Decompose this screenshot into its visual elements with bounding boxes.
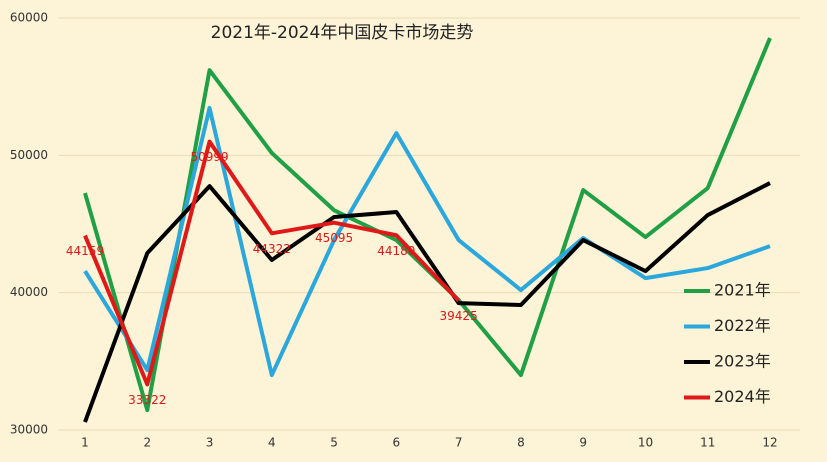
data-label: 50999: [190, 150, 228, 164]
x-tick-label: 1: [81, 436, 89, 450]
data-label: 39425: [440, 309, 478, 323]
x-tick-label: 10: [638, 436, 653, 450]
y-tick-label: 60000: [10, 11, 48, 25]
y-tick-label: 30000: [10, 423, 48, 437]
data-label: 44159: [66, 244, 104, 258]
x-tick-label: 2: [143, 436, 151, 450]
legend-label: 2021年: [714, 281, 771, 300]
legend-label: 2022年: [714, 316, 771, 335]
data-label: 44322: [253, 242, 291, 256]
x-tick-label: 11: [700, 436, 715, 450]
data-label: 33322: [128, 393, 166, 407]
x-tick-label: 8: [517, 436, 525, 450]
x-tick-label: 6: [393, 436, 401, 450]
series-line: [83, 181, 771, 423]
y-tick-label: 50000: [10, 148, 48, 162]
x-tick-label: 5: [330, 436, 338, 450]
series-line: [83, 139, 461, 387]
chart-title: 2021年-2024年中国皮卡市场走势: [211, 23, 474, 43]
x-tick-label: 12: [762, 436, 777, 450]
y-tick-label: 40000: [10, 285, 48, 299]
x-tick-label: 4: [268, 436, 276, 450]
legend-label: 2023年: [714, 352, 771, 371]
data-label: 44180: [377, 244, 415, 258]
x-tick-label: 9: [579, 436, 587, 450]
x-tick-label: 7: [455, 436, 463, 450]
x-tick-label: 3: [206, 436, 214, 450]
legend-label: 2024年: [714, 387, 771, 406]
data-label: 45095: [315, 231, 353, 245]
series-line: [83, 105, 771, 378]
